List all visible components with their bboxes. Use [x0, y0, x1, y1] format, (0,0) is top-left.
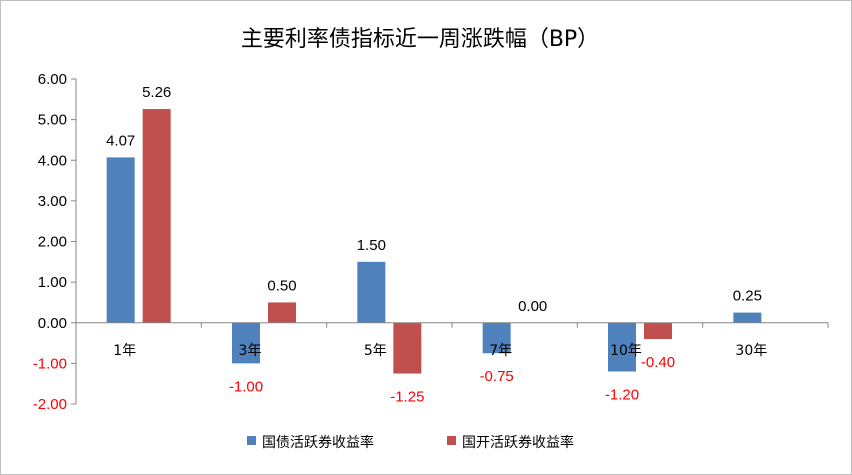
bar-guozhai-0 [106, 157, 135, 323]
x-category-label: 3年 [239, 343, 262, 359]
x-category-label: 10年 [610, 343, 642, 359]
legend-label: 国开活跃券收益率 [462, 434, 574, 451]
legend-label: 国债活跃券收益率 [262, 434, 374, 451]
x-category-label: 5年 [364, 343, 387, 359]
y-tick-label: 5.00 [38, 112, 67, 129]
data-label: -1.25 [390, 389, 424, 406]
legend-swatch [247, 436, 256, 445]
legend: 国债活跃券收益率 国开活跃券收益率 [247, 434, 574, 451]
y-tick-label: 2.00 [38, 234, 67, 251]
data-label: -1.20 [605, 387, 639, 404]
y-tick-label: 1.00 [38, 274, 67, 291]
y-tick-label: 0.00 [38, 315, 67, 332]
data-label: -0.75 [480, 368, 514, 385]
bars [106, 109, 762, 374]
data-label: 4.07 [106, 132, 135, 149]
data-label: 0.25 [733, 288, 762, 305]
data-labels: 4.07 -1.00 1.50 -0.75 -1.20 0.25 5.26 0.50 -1.25… [106, 84, 762, 405]
bar-guozhai-1 [232, 322, 260, 364]
data-label: 1.50 [357, 237, 386, 254]
bar-guozhai-2 [357, 261, 386, 323]
chart-title: 主要利率债指标近一周涨跌幅（BP） [241, 27, 599, 52]
x-category-label: 7年 [489, 343, 512, 359]
y-tick-label: -2.00 [33, 396, 67, 413]
y-tick-label: 4.00 [38, 152, 67, 169]
x-category-label: 30年 [735, 343, 767, 359]
data-label: 5.26 [142, 84, 171, 101]
data-label: -0.40 [641, 354, 675, 371]
bar-guozhai-5 [733, 312, 762, 323]
data-label: 0.00 [518, 298, 547, 315]
data-label: -1.00 [229, 378, 263, 395]
y-tick-label: -1.00 [33, 355, 67, 372]
y-tick-label: 6.00 [38, 71, 67, 88]
bar-guozhai-3 [482, 322, 511, 354]
x-category-label: 1年 [113, 343, 136, 359]
y-axis: 6.00 5.00 4.00 3.00 2.00 1.00 0.00 -1.00 -2.00 [33, 71, 77, 413]
bar-guokai-0 [142, 109, 171, 323]
data-label: 0.50 [267, 277, 296, 294]
bar-guokai-4 [644, 322, 672, 339]
x-axis: 1年 3年 5年 7年 10年 30年 [75, 322, 829, 359]
legend-swatch [447, 436, 456, 445]
bar-guokai-2 [393, 322, 422, 374]
bar-guokai-1 [268, 302, 296, 323]
bar-guozhai-4 [608, 322, 636, 372]
y-tick-label: 3.00 [38, 193, 67, 210]
